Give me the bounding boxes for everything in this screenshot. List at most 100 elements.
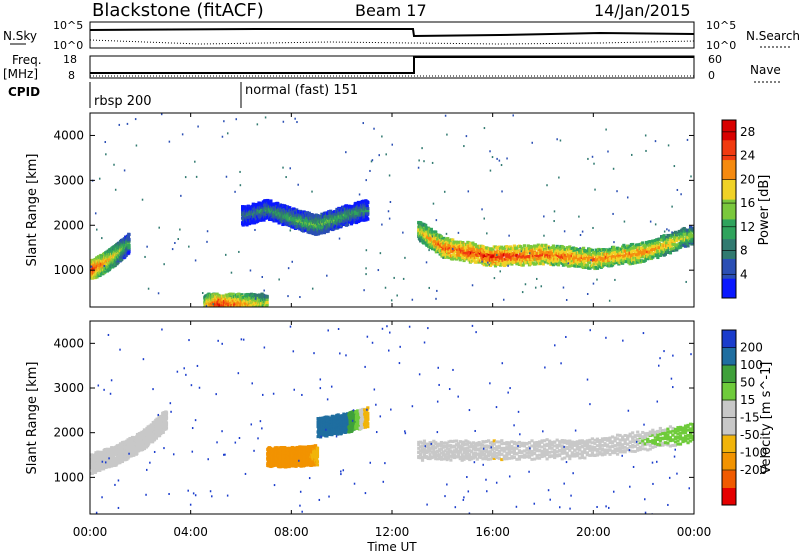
- power-cell: [563, 230, 566, 233]
- power-cell: [598, 255, 602, 259]
- power-cell: [422, 241, 426, 245]
- power-cell: [468, 242, 472, 246]
- power-cell: [211, 309, 214, 312]
- power-cell: [452, 252, 456, 256]
- power-cell: [565, 298, 568, 301]
- power-cell: [242, 309, 245, 312]
- power-cell: [141, 198, 144, 201]
- power-cell: [564, 250, 568, 254]
- power-cell: [521, 291, 524, 294]
- power-cell: [675, 248, 679, 252]
- power-cell: [179, 228, 181, 231]
- power-cell: [579, 247, 583, 251]
- power-cell: [544, 249, 548, 253]
- power-cell: [555, 244, 559, 248]
- power-cell: [592, 282, 595, 285]
- power-cell: [567, 262, 570, 265]
- power-cell: [314, 232, 318, 236]
- power-cell: [489, 169, 492, 172]
- power-cell: [379, 252, 382, 255]
- power-cell: [127, 239, 131, 243]
- power-cell: [585, 249, 589, 253]
- power-cell: [626, 196, 629, 199]
- power-cell: [393, 276, 395, 279]
- power-cell: [338, 237, 341, 240]
- power-cell: [560, 261, 564, 265]
- freq-tick-top: 18: [63, 53, 77, 66]
- power-cell: [158, 226, 160, 229]
- power-cell: [230, 308, 233, 311]
- power-cell: [225, 310, 228, 313]
- power-cell: [356, 213, 360, 217]
- power-cell: [612, 245, 616, 249]
- power-cell: [249, 312, 252, 315]
- power-cell: [233, 311, 236, 314]
- power-cell: [108, 266, 112, 270]
- power-cell: [666, 233, 670, 237]
- power-cell: [425, 261, 428, 264]
- power-cell: [632, 256, 636, 260]
- power-cell: [219, 308, 222, 311]
- power-cell: [443, 190, 446, 193]
- power-cell: [477, 246, 481, 250]
- power-cell: [681, 234, 685, 238]
- power-cell: [214, 310, 217, 313]
- power-cell: [428, 249, 430, 252]
- power-cell: [501, 261, 505, 265]
- nave-tick-bottom: 0: [708, 69, 715, 82]
- power-cell: [432, 202, 435, 205]
- power-cell: [592, 226, 594, 229]
- power-cell: [467, 250, 471, 254]
- power-cell: [692, 230, 694, 234]
- cpid-segment-2: normal (fast) 151: [245, 83, 358, 98]
- power-cell: [259, 311, 262, 314]
- power-cell: [261, 309, 264, 312]
- freq-label: Freq.: [12, 53, 42, 67]
- power-cell: [512, 114, 514, 117]
- power-cell: [259, 311, 262, 314]
- power-cell: [250, 310, 253, 313]
- power-cell: [211, 310, 214, 313]
- power-cell: [260, 308, 263, 311]
- power-cell: [658, 244, 662, 248]
- nave-tick-top: 60: [708, 53, 722, 66]
- power-cell: [98, 273, 102, 277]
- power-cell: [323, 230, 325, 233]
- power-cell: [446, 133, 448, 136]
- power-cell: [231, 311, 234, 314]
- power-cell: [654, 140, 657, 143]
- power-cell: [230, 271, 233, 274]
- power-cell: [489, 150, 491, 153]
- power-cell: [227, 308, 230, 311]
- power-cell: [512, 250, 516, 254]
- power-cell: [418, 159, 420, 162]
- power-cell: [251, 210, 255, 214]
- power-cell: [654, 223, 657, 226]
- power-cell: [264, 309, 267, 312]
- power-cell: [483, 127, 486, 130]
- power-cell: [254, 308, 257, 311]
- power-cell: [233, 308, 236, 311]
- power-cell: [483, 255, 488, 259]
- power-cell: [235, 308, 238, 311]
- power-cell: [262, 312, 265, 315]
- power-cell: [288, 206, 292, 210]
- power-cell: [551, 255, 556, 259]
- power-cell: [277, 221, 281, 225]
- power-cell: [595, 255, 600, 259]
- power-cell: [590, 248, 595, 252]
- power-cell: [251, 308, 254, 311]
- power-cell: [105, 153, 107, 156]
- power-cell: [563, 255, 567, 259]
- power-cell: [236, 309, 239, 312]
- power-cell: [457, 243, 461, 247]
- power-cell: [260, 311, 263, 314]
- nsky-panel: [89, 21, 695, 49]
- power-cell: [254, 309, 257, 312]
- power-cell: [493, 264, 498, 268]
- power-cell: [212, 311, 215, 314]
- power-cell: [574, 256, 578, 260]
- power-cell: [423, 160, 425, 163]
- power-cell: [668, 238, 673, 242]
- power-cell: [335, 207, 339, 211]
